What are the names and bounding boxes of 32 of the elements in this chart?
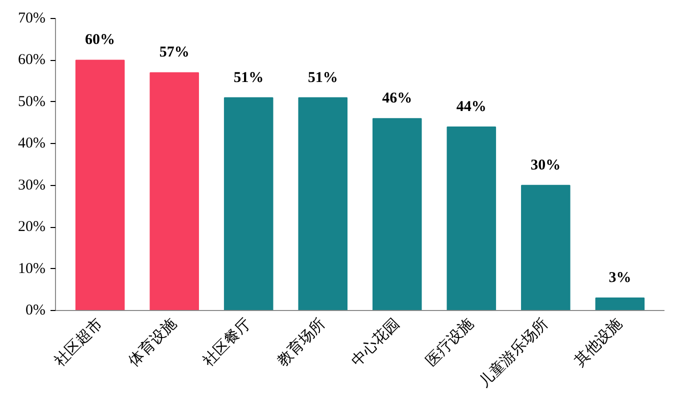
- y-tick-label: 20%: [18, 219, 46, 236]
- bar: [521, 184, 570, 310]
- y-tick-label: 70%: [18, 10, 46, 26]
- x-tick-label: 医疗设施: [422, 315, 478, 370]
- y-tick-label: 10%: [18, 260, 46, 277]
- bar: [150, 72, 199, 310]
- bar: [446, 126, 496, 310]
- x-tick-label: 体育设施: [126, 315, 180, 370]
- data-label: 57%: [159, 44, 190, 61]
- data-label: 60%: [85, 32, 116, 48]
- x-tick-label: 其他设施: [571, 315, 626, 370]
- data-label: 44%: [456, 98, 486, 115]
- x-tick-label: 教育场所: [274, 315, 329, 370]
- y-tick-label: 30%: [18, 177, 46, 194]
- x-tick-label: 社区超市: [51, 315, 106, 370]
- data-label: 51%: [308, 70, 338, 86]
- bar: [595, 297, 645, 310]
- x-tick-label: 中心花园: [348, 315, 403, 370]
- bar: [75, 60, 125, 310]
- bar: [224, 97, 274, 310]
- x-tick-label: 儿童游乐场所: [476, 315, 552, 391]
- data-label: 3%: [608, 270, 632, 286]
- data-label: 51%: [234, 70, 264, 86]
- x-tick-label: 社区餐厅: [200, 315, 254, 370]
- data-label: 30%: [530, 157, 561, 174]
- y-tick-label: 0%: [26, 302, 46, 318]
- data-label: 46%: [382, 90, 412, 107]
- y-tick-label: 60%: [18, 52, 46, 68]
- y-tick-label: 50%: [18, 94, 46, 110]
- y-tick-label: 40%: [18, 136, 46, 152]
- bar: [298, 97, 348, 310]
- bar: [372, 118, 422, 310]
